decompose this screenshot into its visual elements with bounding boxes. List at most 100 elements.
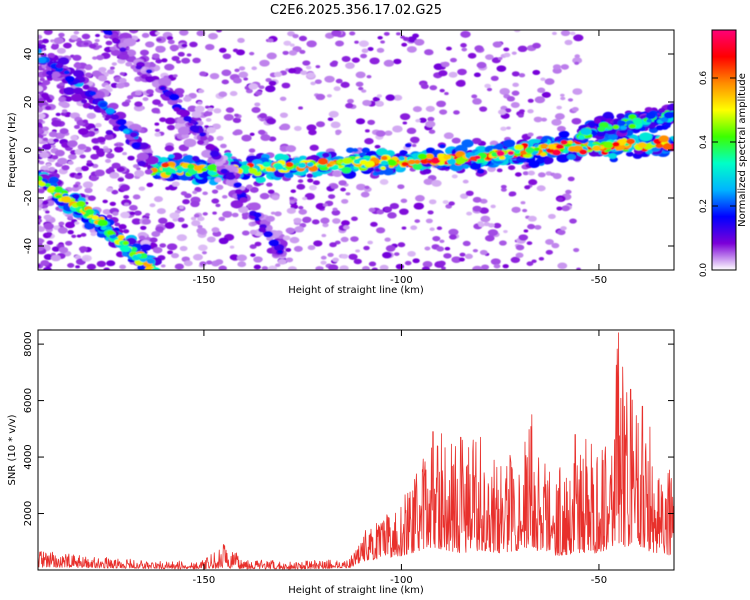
- spectrogram-cell: [300, 70, 308, 76]
- spectrogram-cell: [567, 176, 575, 182]
- spectrogram-cell: [241, 134, 252, 142]
- spectrogram-cell: [522, 171, 529, 176]
- spectrogram-cell: [137, 265, 145, 270]
- colorbar-tick-label: 0.0: [699, 263, 709, 278]
- spectrogram-cell: [106, 187, 114, 192]
- spectrogram-cell: [159, 117, 167, 123]
- spectrogram-cell: [594, 119, 601, 124]
- colorbar-tick-label: 0.4: [699, 135, 709, 150]
- spectrogram-cell: [500, 126, 507, 131]
- spectrogram-cell: [448, 201, 455, 206]
- spectrogram-cell: [215, 203, 221, 208]
- spectrogram-cell: [193, 213, 200, 218]
- spectrogram-cell: [340, 236, 349, 243]
- spectrogram-cell: [190, 200, 200, 208]
- spectrogram-cell: [212, 211, 217, 215]
- spectrogram-cell: [67, 140, 78, 148]
- spectrogram-cell: [557, 197, 564, 202]
- spectrogram-cell: [155, 45, 166, 53]
- spectrogram-cell: [327, 117, 334, 122]
- spectrogram-cell: [414, 38, 425, 46]
- spectrogram-cell: [38, 106, 44, 113]
- spectrogram-cell: [442, 200, 449, 205]
- spectrogram-cell: [400, 198, 408, 204]
- spectrogram-cell: [406, 46, 417, 53]
- spectrogram-cell: [58, 246, 69, 254]
- spectrogram-cell: [376, 47, 385, 53]
- spectrogram-cell: [322, 203, 328, 207]
- spectrogram-cell: [68, 153, 77, 160]
- spectrogram-cell: [165, 186, 171, 191]
- x-tick-label: -100: [390, 575, 413, 586]
- spectrogram-cell: [508, 165, 516, 171]
- spectrogram-cell: [541, 91, 551, 98]
- spectrogram-cell: [112, 211, 119, 216]
- spectrogram-cell: [571, 117, 582, 125]
- spectrogram-cell: [527, 223, 536, 230]
- spectrogram-cell: [551, 242, 560, 249]
- spectrogram-cell: [506, 126, 511, 130]
- spectrogram-cell: [95, 122, 102, 128]
- spectrogram-cell: [254, 217, 260, 221]
- spectrogram-cell: [60, 112, 67, 116]
- spectrogram-cell: [376, 94, 383, 98]
- spectrogram-cell: [81, 33, 91, 40]
- spectrogram-cell: [345, 102, 354, 109]
- spectrogram-cell: [145, 89, 154, 95]
- spectrogram-cell: [335, 40, 345, 47]
- spectrogram-cell: [448, 228, 459, 236]
- spectrogram-cell: [587, 142, 594, 147]
- spectrogram-cell: [401, 161, 409, 167]
- spectrogram-cell: [517, 45, 528, 53]
- spectrogram-cell: [354, 40, 359, 44]
- spectrogram-cell: [469, 156, 477, 161]
- spectrogram-cell: [379, 179, 389, 185]
- spectrogram-cell: [453, 110, 460, 115]
- spectrogram-cell: [393, 58, 402, 65]
- spectrogram-cell: [472, 205, 482, 212]
- spectrogram-cell: [122, 129, 130, 134]
- snr-frame: [37, 329, 675, 571]
- spectrogram-cell: [407, 159, 416, 165]
- spectrogram-cell: [402, 121, 408, 125]
- spectrogram-cell: [503, 139, 516, 148]
- spectrogram-cell: [102, 208, 112, 215]
- spectrogram-cell: [302, 60, 311, 66]
- spectrogram-cell: [234, 68, 240, 73]
- spectrogram-cell: [402, 36, 410, 42]
- spectrogram-cell: [518, 234, 529, 241]
- spectrogram-cell: [267, 38, 274, 43]
- spectrogram-cell: [511, 90, 520, 96]
- spectrogram-cell: [239, 194, 245, 199]
- spectrogram-cell: [77, 143, 87, 150]
- spectrogram-cell: [138, 186, 146, 191]
- spectrogram-cell: [42, 126, 49, 132]
- spectrogram-cell: [231, 212, 239, 218]
- spectrogram-cell: [71, 186, 80, 192]
- spectrogram-cell: [232, 117, 242, 124]
- spectrogram-cell: [197, 216, 205, 222]
- spectrogram-cell: [105, 130, 114, 136]
- spectrogram-cell: [179, 245, 188, 252]
- spectrogram-cell: [120, 211, 130, 219]
- spectrogram-cell: [383, 59, 395, 67]
- spectrogram-cell: [151, 107, 160, 114]
- spectrogram-cell: [289, 196, 295, 200]
- spectrogram-cell: [90, 153, 99, 160]
- spectrogram-cell: [215, 184, 224, 190]
- spectrogram-cell: [51, 144, 56, 148]
- spectrogram-cell: [533, 116, 543, 123]
- spectrogram-cell: [490, 204, 496, 209]
- spectrogram-cell: [237, 261, 247, 268]
- spectrogram-cell: [555, 144, 564, 150]
- spectrogram-cell: [137, 160, 146, 167]
- spectrogram-cell: [448, 71, 458, 78]
- spectrogram-cell: [179, 30, 189, 36]
- spectrogram-cell: [266, 52, 277, 60]
- spectrogram-cell: [238, 206, 249, 214]
- spectrogram-cell: [38, 207, 42, 211]
- spectrogram-cell: [308, 185, 317, 191]
- spectrogram-cell: [87, 195, 96, 201]
- spectrogram-cell: [88, 43, 97, 49]
- spectrogram-cell: [268, 239, 280, 247]
